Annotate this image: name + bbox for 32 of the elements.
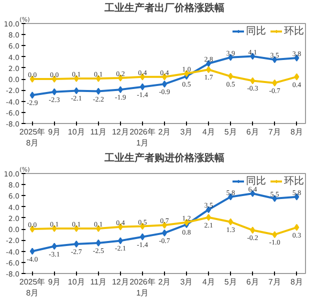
legend-label: 环比 (284, 24, 304, 38)
x-tick-label: 11月 (90, 128, 107, 136)
x-tick-label: 9月 (48, 128, 61, 136)
x-tick-label: 3月 (180, 278, 193, 286)
legend-label: 同比 (246, 24, 266, 38)
x-tick-label: 6月 (246, 278, 259, 286)
x-tick-label: 12月 (112, 278, 129, 286)
x-tick-label: 11月 (90, 278, 107, 286)
x-tick-label: 2025年 8月 (19, 278, 46, 298)
x-tick-label: 4月 (202, 278, 215, 286)
x-tick-label: 8月 (290, 278, 303, 286)
x-tick-label: 7月 (268, 128, 281, 136)
x-tick-label: 5月 (224, 278, 237, 286)
x-tick-label: 2026年 1月 (130, 128, 156, 148)
legend-label: 同比 (246, 174, 266, 187)
x-tick-label: 2025年 8月 (19, 128, 46, 148)
x-tick-label: 7月 (268, 278, 281, 286)
x-tick-label: 9月 (48, 278, 61, 286)
x-tick-label: 4月 (202, 128, 215, 136)
x-tick-label: 5月 (224, 128, 237, 136)
x-tick-label: 3月 (180, 128, 193, 136)
x-tick-label: 2月 (158, 128, 171, 136)
x-tick-label: 6月 (246, 128, 259, 136)
chart-title: 工业生产者购进价格涨跌幅 (104, 152, 224, 164)
legend-label: 环比 (284, 174, 304, 188)
x-tick-label: 2月 (158, 278, 171, 286)
x-tick-label: 8月 (290, 128, 303, 136)
x-tick-label: 10月 (68, 278, 85, 286)
chart-title: 工业生产者出厂价格涨跌幅 (104, 2, 224, 14)
x-tick-label: 10月 (68, 128, 85, 136)
x-tick-label: 12月 (112, 128, 129, 136)
x-tick-label: 2026年 1月 (130, 278, 156, 298)
